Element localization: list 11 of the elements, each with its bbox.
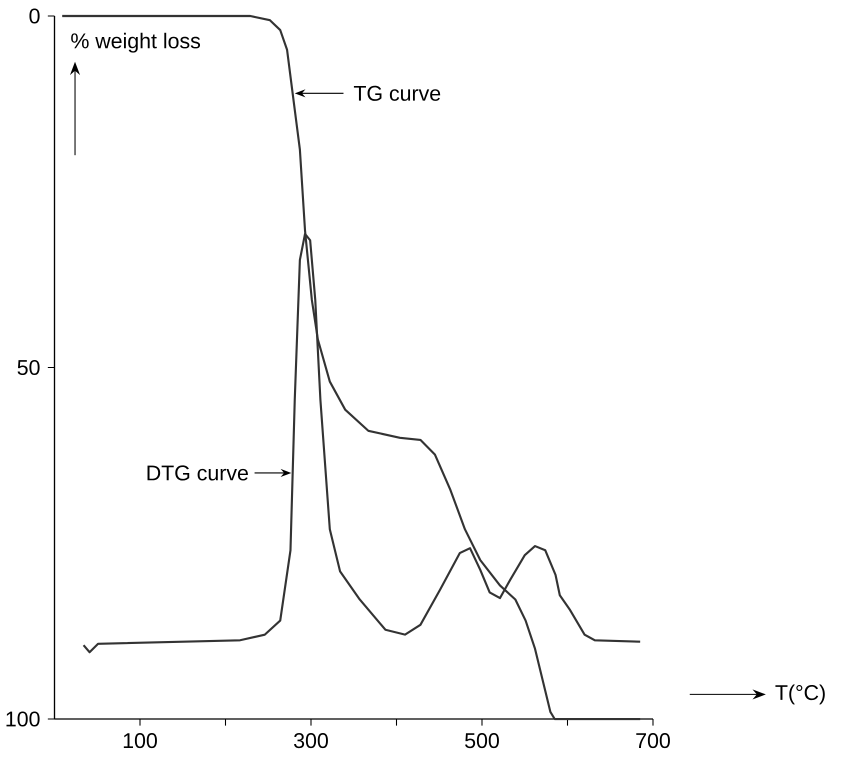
x-tick-label: 500 (465, 733, 499, 748)
y-tick-label: 100 (6, 711, 40, 727)
y-tick-label: 0 (29, 8, 40, 24)
y-tick-label: 50 (18, 360, 40, 376)
text: DTG curve (148, 465, 248, 481)
y-axis-title: % weight loss (71, 32, 200, 53)
x-tick-label: 300 (294, 733, 328, 748)
x-tick-label: 100 (124, 733, 157, 748)
text: TG curve (354, 86, 440, 101)
x-axis-title: T(°C) (775, 684, 825, 704)
x-tick-label: 700 (636, 733, 670, 748)
